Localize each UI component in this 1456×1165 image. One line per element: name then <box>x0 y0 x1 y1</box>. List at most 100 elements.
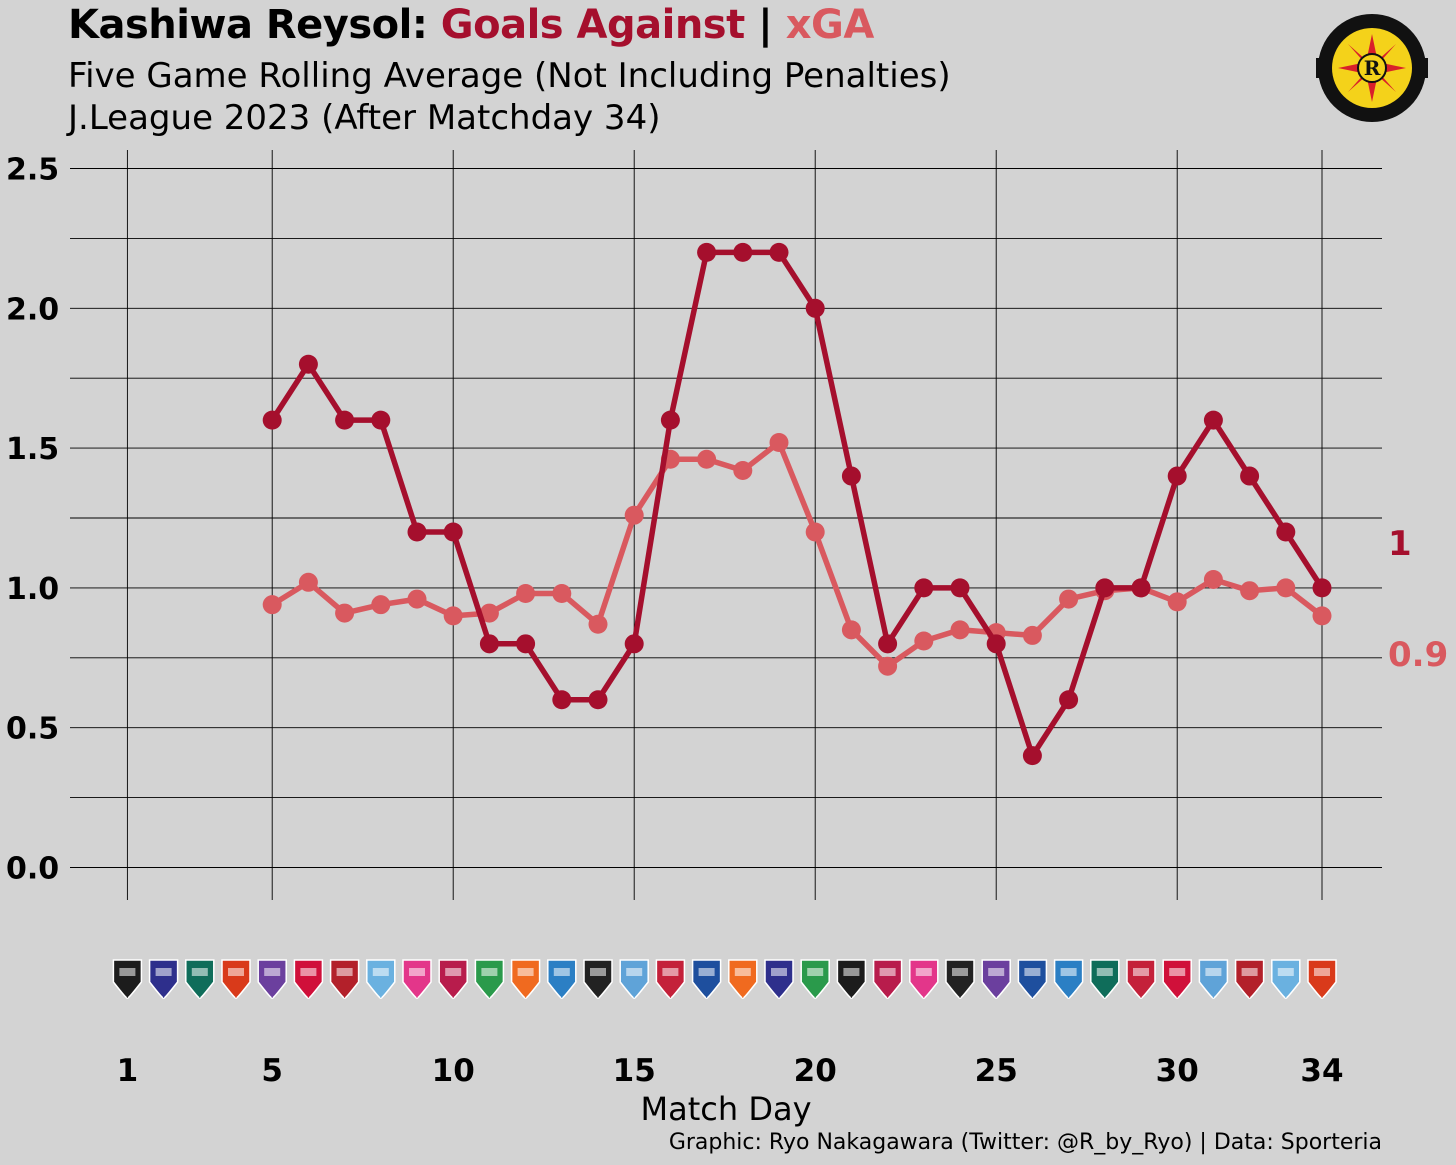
kashiwa-reysol-crest-icon: R <box>1316 14 1428 122</box>
opponent-badge-icon <box>1271 959 1301 999</box>
data-point <box>1276 522 1296 542</box>
data-point <box>914 578 934 598</box>
opponent-badge-icon <box>691 959 722 999</box>
data-point <box>588 690 608 710</box>
title-separator: | <box>744 2 786 48</box>
data-point <box>1095 578 1115 598</box>
data-point <box>443 606 463 626</box>
data-point <box>1022 625 1042 645</box>
x-tick-label: 1 <box>117 1053 139 1089</box>
data-point <box>262 595 282 615</box>
data-point <box>298 572 318 592</box>
data-point <box>1059 690 1079 710</box>
data-point <box>624 505 644 525</box>
opponent-badge-icon <box>1198 959 1229 999</box>
y-axis-tick-labels: 0.0 0.5 1.0 1.5 2.0 2.5 <box>6 153 59 887</box>
data-point <box>262 410 282 430</box>
data-point <box>805 298 825 318</box>
opponent-badge-icon <box>547 959 577 999</box>
data-point <box>697 449 717 469</box>
opponent-badge-icon <box>221 959 251 999</box>
data-point <box>335 603 355 623</box>
opponent-badge-icon <box>800 959 830 999</box>
data-point <box>1167 592 1187 612</box>
x-tick-label: 30 <box>1156 1053 1199 1089</box>
opponent-badge-icon <box>1307 959 1337 999</box>
y-tick-label: 1.5 <box>6 432 59 467</box>
data-point <box>1240 581 1260 601</box>
data-point <box>1131 578 1151 598</box>
y-tick-label: 0.5 <box>6 712 59 747</box>
opponent-badge-icon <box>872 959 903 999</box>
data-point <box>1203 410 1223 430</box>
y-tick-label: 0.0 <box>6 852 59 887</box>
data-point <box>407 589 427 609</box>
chart-subtitle-season: J.League 2023 (After Matchday 34) <box>68 98 661 138</box>
data-point <box>552 690 572 710</box>
x-axis-label: Match Day <box>640 1090 812 1128</box>
data-point <box>733 460 753 480</box>
data-point <box>479 634 499 654</box>
data-point <box>841 620 861 640</box>
data-point <box>624 634 644 654</box>
opponent-badge-icon <box>764 959 794 999</box>
x-tick-label: 34 <box>1300 1053 1343 1089</box>
opponent-badge-icon <box>148 959 179 999</box>
data-point <box>407 522 427 542</box>
opponent-badge-icon <box>981 959 1011 999</box>
opponent-badge-icon <box>510 959 541 999</box>
x-tick-label: 10 <box>432 1053 475 1089</box>
end-label: 0.9 <box>1388 635 1448 675</box>
x-tick-label: 5 <box>261 1053 283 1089</box>
data-point <box>950 620 970 640</box>
data-point <box>552 583 572 603</box>
data-point <box>769 242 789 262</box>
data-point <box>878 656 898 676</box>
opponent-badge-icon <box>293 959 324 999</box>
data-point <box>1312 606 1332 626</box>
series-layer <box>262 242 1332 766</box>
data-point <box>516 634 536 654</box>
y-tick-label: 2.0 <box>6 292 59 327</box>
data-point <box>697 242 717 262</box>
data-point <box>335 410 355 430</box>
opponent-badge-icon <box>1017 959 1048 999</box>
data-point <box>733 242 753 262</box>
data-point <box>1167 466 1187 486</box>
series-line <box>269 439 1325 669</box>
end-label: 1 <box>1388 524 1412 564</box>
opponent-badge-icon <box>438 959 468 999</box>
data-point <box>516 583 536 603</box>
data-point <box>950 578 970 598</box>
data-point <box>1022 746 1042 766</box>
svg-text:R: R <box>1364 56 1381 80</box>
opponent-badge-icon <box>728 959 758 999</box>
data-point <box>1203 570 1223 590</box>
opponent-badge-icon <box>112 959 143 999</box>
x-axis-tick-labels: 1 5 10 15 20 25 30 34 <box>117 1053 1344 1089</box>
opponent-badge-icon <box>1162 959 1192 999</box>
chart-title: Kashiwa Reysol: Goals Against | xGA <box>68 2 874 48</box>
data-point <box>1059 589 1079 609</box>
opponent-badge-icon <box>1126 959 1156 999</box>
data-point <box>479 603 499 623</box>
opponent-badge-icon <box>474 959 505 999</box>
title-team: Kashiwa Reysol: <box>68 2 441 48</box>
opponent-badge-icon <box>655 959 686 999</box>
data-point <box>769 433 789 453</box>
opponent-badge-icon <box>836 959 867 999</box>
title-xga: xGA <box>785 2 875 48</box>
opponent-badge-icon <box>945 959 975 999</box>
data-point <box>986 634 1006 654</box>
opponent-badge-icon <box>366 959 396 999</box>
data-point <box>371 595 391 615</box>
opponent-badge-icon <box>185 959 215 999</box>
opponent-badge-icon <box>909 959 939 999</box>
data-point <box>443 522 463 542</box>
data-point <box>878 634 898 654</box>
opponent-badge-icon <box>619 959 649 999</box>
data-point <box>1240 466 1260 486</box>
grid-lines <box>70 150 1382 900</box>
series-goals-against <box>262 242 1332 766</box>
